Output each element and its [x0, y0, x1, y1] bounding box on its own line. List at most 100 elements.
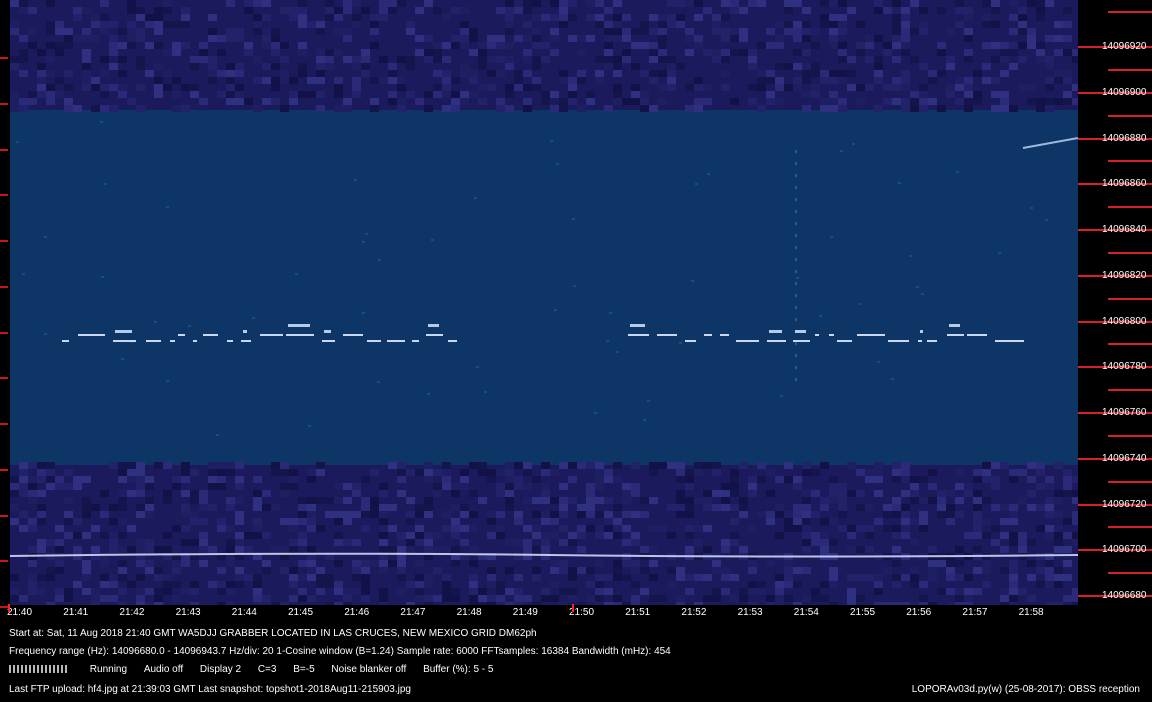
noise-cell: [703, 490, 712, 497]
noise-cell: [460, 553, 469, 560]
band-speck: [909, 255, 912, 257]
noise-cell: [118, 84, 127, 91]
noise-cell: [595, 532, 604, 539]
noise-cell: [721, 504, 730, 511]
noise-cell: [559, 21, 568, 28]
noise-cell: [91, 21, 100, 28]
noise-cell: [1009, 63, 1018, 70]
noise-cell: [937, 490, 946, 497]
noise-cell: [541, 91, 550, 98]
noise-cell: [1036, 49, 1045, 56]
waterfall-canvas: [10, 0, 1078, 605]
noise-cell: [190, 581, 199, 588]
noise-cell: [514, 70, 523, 77]
noise-cell: [37, 77, 46, 84]
noise-cell: [1018, 539, 1027, 546]
noise-cell: [280, 56, 289, 63]
noise-cell: [748, 49, 757, 56]
noise-cell: [361, 567, 370, 574]
noise-cell: [973, 469, 982, 476]
noise-cell: [901, 518, 910, 525]
noise-cell: [910, 497, 919, 504]
noise-cell: [442, 595, 451, 602]
rail-tick: [0, 331, 8, 334]
noise-cell: [199, 56, 208, 63]
noise-cell: [109, 105, 118, 112]
noise-cell: [694, 602, 703, 605]
noise-cell: [667, 504, 676, 511]
cw-segment: [193, 340, 197, 342]
noise-cell: [280, 546, 289, 553]
noise-cell: [568, 595, 577, 602]
noise-cell: [442, 469, 451, 476]
noise-cell: [604, 574, 613, 581]
band-speck: [1030, 207, 1033, 209]
noise-cell: [289, 518, 298, 525]
noise-cell: [514, 84, 523, 91]
noise-cell: [307, 504, 316, 511]
noise-cell: [775, 602, 784, 605]
noise-cell: [802, 595, 811, 602]
frequency-tick: [1078, 274, 1152, 277]
frequency-label: 14096700: [1102, 544, 1147, 556]
noise-cell: [181, 553, 190, 560]
noise-cell: [856, 469, 865, 476]
noise-cell: [820, 105, 829, 112]
noise-cell: [154, 42, 163, 49]
noise-cell: [397, 476, 406, 483]
noise-cell: [775, 77, 784, 84]
noise-cell: [883, 49, 892, 56]
noise-cell: [712, 49, 721, 56]
cw-segment: [322, 340, 335, 342]
noise-cell: [874, 588, 883, 595]
noise-cell: [577, 546, 586, 553]
noise-cell: [208, 504, 217, 511]
noise-cell: [64, 70, 73, 77]
time-axis: 21:40 21:41 21:42 21:43 21:44 21:45 21:46 21:47…: [0, 604, 1078, 624]
noise-cell: [946, 84, 955, 91]
noise-cell: [127, 7, 136, 14]
noise-cell: [181, 462, 190, 469]
noise-cell: [874, 0, 883, 7]
noise-cell: [280, 70, 289, 77]
noise-cell: [1036, 553, 1045, 560]
noise-cell: [262, 532, 271, 539]
noise-cell: [676, 490, 685, 497]
noise-cell: [289, 567, 298, 574]
noise-cell: [118, 469, 127, 476]
noise-cell: [910, 91, 919, 98]
noise-cell: [685, 84, 694, 91]
noise-cell: [703, 504, 712, 511]
noise-cell: [658, 49, 667, 56]
noise-cell: [1063, 469, 1072, 476]
noise-cell: [991, 0, 1000, 7]
noise-cell: [505, 462, 514, 469]
noise-cell: [1072, 539, 1078, 546]
noise-cell: [19, 595, 28, 602]
noise-cell: [451, 588, 460, 595]
noise-cell: [163, 462, 172, 469]
noise-cell: [271, 28, 280, 35]
noise-cell: [910, 483, 919, 490]
noise-cell: [163, 588, 172, 595]
noise-cell: [919, 105, 928, 112]
frequency-minor-tick: [1108, 389, 1152, 392]
noise-cell: [73, 476, 82, 483]
noise-cell: [577, 511, 586, 518]
noise-cell: [397, 105, 406, 112]
noise-cell: [604, 7, 613, 14]
noise-cell: [955, 574, 964, 581]
noise-cell: [865, 525, 874, 532]
noise-cell: [613, 70, 622, 77]
noise-cell: [307, 553, 316, 560]
noise-cell: [334, 84, 343, 91]
noise-cell: [487, 56, 496, 63]
noise-cell: [748, 84, 757, 91]
noise-cell: [829, 21, 838, 28]
noise-cell: [235, 476, 244, 483]
noise-cell: [829, 497, 838, 504]
noise-cell: [433, 546, 442, 553]
noise-cell: [208, 581, 217, 588]
noise-cell: [343, 602, 352, 605]
